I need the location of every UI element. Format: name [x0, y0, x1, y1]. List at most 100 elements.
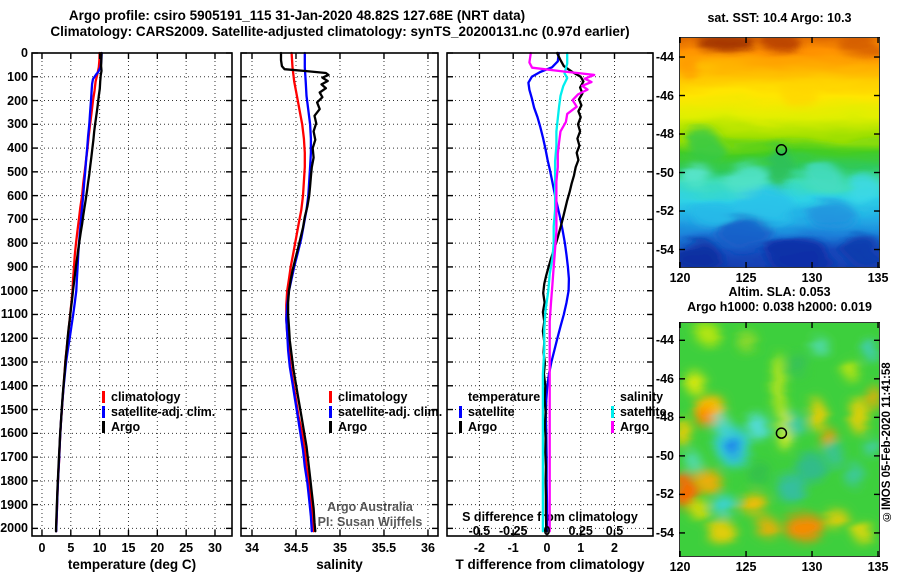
- x-tick-label: 15: [121, 541, 136, 555]
- float-position-marker: [775, 427, 788, 439]
- depth-tick-label: 400: [7, 141, 28, 156]
- imos-credit: ©IMOS 05-Feb-2020 11:41:58: [881, 362, 893, 522]
- float-position-marker: [775, 144, 788, 156]
- x-axis-label-temperature: temperature (deg C): [67, 557, 197, 572]
- series-climatology: [55, 51, 101, 533]
- legend-label: satellite: [468, 405, 515, 419]
- longitude-tick-label: 125: [735, 560, 757, 574]
- legend-marker-satellite-adj: [102, 406, 105, 418]
- legend-item: Argo: [611, 420, 667, 435]
- legend-label: Argo: [111, 420, 141, 434]
- series-argo: [279, 51, 330, 533]
- x-tick-label: 10: [92, 541, 107, 555]
- latitude-tick-label: -48: [655, 410, 674, 425]
- figure-title-line-1: Argo profile: csiro 5905191_115 31-Jan-2…: [68, 8, 526, 23]
- legend-item: satellite-adj. clim.: [329, 405, 442, 420]
- x-tick-label: 0: [543, 541, 551, 555]
- depth-tick-label: 1300: [0, 355, 28, 369]
- legend-temperature-plot: climatology satellite-adj. clim. Argo: [102, 390, 215, 435]
- depth-tick-label: 200: [7, 93, 28, 108]
- depth-tick-label: 0: [21, 46, 28, 60]
- legend-salinity-plot: climatology satellite-adj. clim. Argo: [329, 390, 442, 435]
- legend-item: climatology: [329, 390, 442, 405]
- legend-marker-argo: [102, 421, 105, 433]
- latitude-tick-label: -44: [655, 50, 674, 65]
- legend-label: Argo: [338, 420, 368, 434]
- sla-map: [679, 322, 880, 557]
- x-tick-label: 34.5: [283, 541, 309, 555]
- legend-item: satellite-adj. clim.: [102, 405, 215, 420]
- legend-item: satellite: [611, 405, 667, 420]
- legend-item: Argo: [329, 420, 442, 435]
- x-tick-label: 34: [245, 541, 259, 555]
- legend-marker-t-satellite: [459, 406, 462, 418]
- depth-tick-label: 1500: [0, 402, 28, 417]
- series-salinity-satellite: [541, 51, 569, 533]
- depth-tick-label: 1600: [0, 426, 28, 441]
- latitude-tick-label: -46: [655, 371, 674, 386]
- legend-label: Argo: [620, 420, 650, 434]
- x-tick-label: 5: [67, 541, 75, 555]
- s-axis-tick-label: 0: [543, 524, 551, 538]
- temperature-profile: [31, 51, 233, 537]
- legend-marker-climatology: [329, 391, 332, 403]
- x-tick-label: 0: [38, 541, 46, 555]
- legend-marker-argo: [329, 421, 332, 433]
- longitude-tick-label: 130: [801, 560, 823, 574]
- depth-tick-label: 1400: [0, 378, 28, 393]
- latitude-tick-label: -54: [655, 525, 674, 540]
- legend-header-temperature: temperature: [468, 390, 541, 404]
- sla-map-title-line-1: Altim. SLA: 0.053: [728, 285, 831, 299]
- x-tick-label: 30: [208, 541, 222, 555]
- legend-marker-s-argo: [611, 421, 614, 433]
- latitude-tick-label: -50: [655, 448, 674, 463]
- s-axis-tick-label: -0.25: [498, 524, 528, 538]
- sla-map-title-line-2: Argo h1000: 0.038 h2000: 0.019: [687, 300, 872, 314]
- longitude-tick-label: 120: [669, 271, 691, 285]
- series-salinity-argo: [528, 51, 596, 533]
- x-axis-label-t-difference: T difference from climatology: [455, 557, 645, 572]
- depth-tick-label: 1000: [0, 283, 28, 298]
- x-tick-label: 36: [421, 541, 435, 555]
- x-axis-label-salinity: salinity: [316, 557, 363, 572]
- depth-tick-label: 1100: [0, 307, 28, 322]
- legend-marker-satellite-adj: [329, 406, 332, 418]
- latitude-tick-label: -52: [655, 487, 674, 502]
- depth-tick-label: 900: [7, 259, 28, 274]
- legend-item: Argo: [102, 420, 215, 435]
- x-tick-label: 20: [150, 541, 165, 555]
- legend-item: Argo: [459, 420, 540, 435]
- depth-tick-label: 1900: [0, 497, 28, 512]
- latitude-tick-label: -48: [655, 127, 674, 142]
- latitude-tick-label: -50: [655, 165, 674, 180]
- longitude-tick-label: 135: [867, 560, 889, 574]
- depth-tick-label: 500: [7, 164, 28, 179]
- depth-tick-label: 1200: [0, 331, 28, 346]
- depth-tick-label: 800: [7, 236, 28, 251]
- s-axis-tick-label: 0.5: [605, 524, 624, 538]
- depth-tick-label: 2000: [0, 521, 28, 536]
- s-axis-tick-label: -0.5: [468, 524, 491, 538]
- legend-label: climatology: [338, 390, 408, 404]
- x-tick-label: 35: [333, 541, 347, 555]
- s-axis-tick-label: 0.25: [568, 524, 593, 538]
- sst-map-title: sat. SST: 10.4 Argo: 10.3: [707, 11, 852, 25]
- depth-tick-label: 1800: [0, 473, 28, 488]
- series-argo: [54, 51, 103, 533]
- depth-tick-label: 300: [7, 117, 28, 132]
- legend-item: satellite: [459, 405, 540, 420]
- longitude-tick-label: 135: [867, 271, 889, 285]
- figure-title-line-2: Climatology: CARS2009. Satellite-adjuste…: [50, 24, 630, 39]
- latitude-tick-label: -52: [655, 204, 674, 219]
- annotation-argo-australia: Argo Australia: [327, 500, 413, 514]
- legend-marker-climatology: [102, 391, 105, 403]
- annotation-pi-name: PI: Susan Wijffels: [317, 515, 423, 529]
- depth-tick-label: 700: [7, 212, 28, 227]
- longitude-tick-label: 120: [669, 560, 691, 574]
- longitude-tick-label: 125: [735, 271, 757, 285]
- x-tick-label: 35.5: [371, 541, 397, 555]
- legend-label: satellite-adj. clim.: [111, 405, 216, 419]
- legend-label: satellite: [620, 405, 667, 419]
- series-climatology: [285, 51, 315, 533]
